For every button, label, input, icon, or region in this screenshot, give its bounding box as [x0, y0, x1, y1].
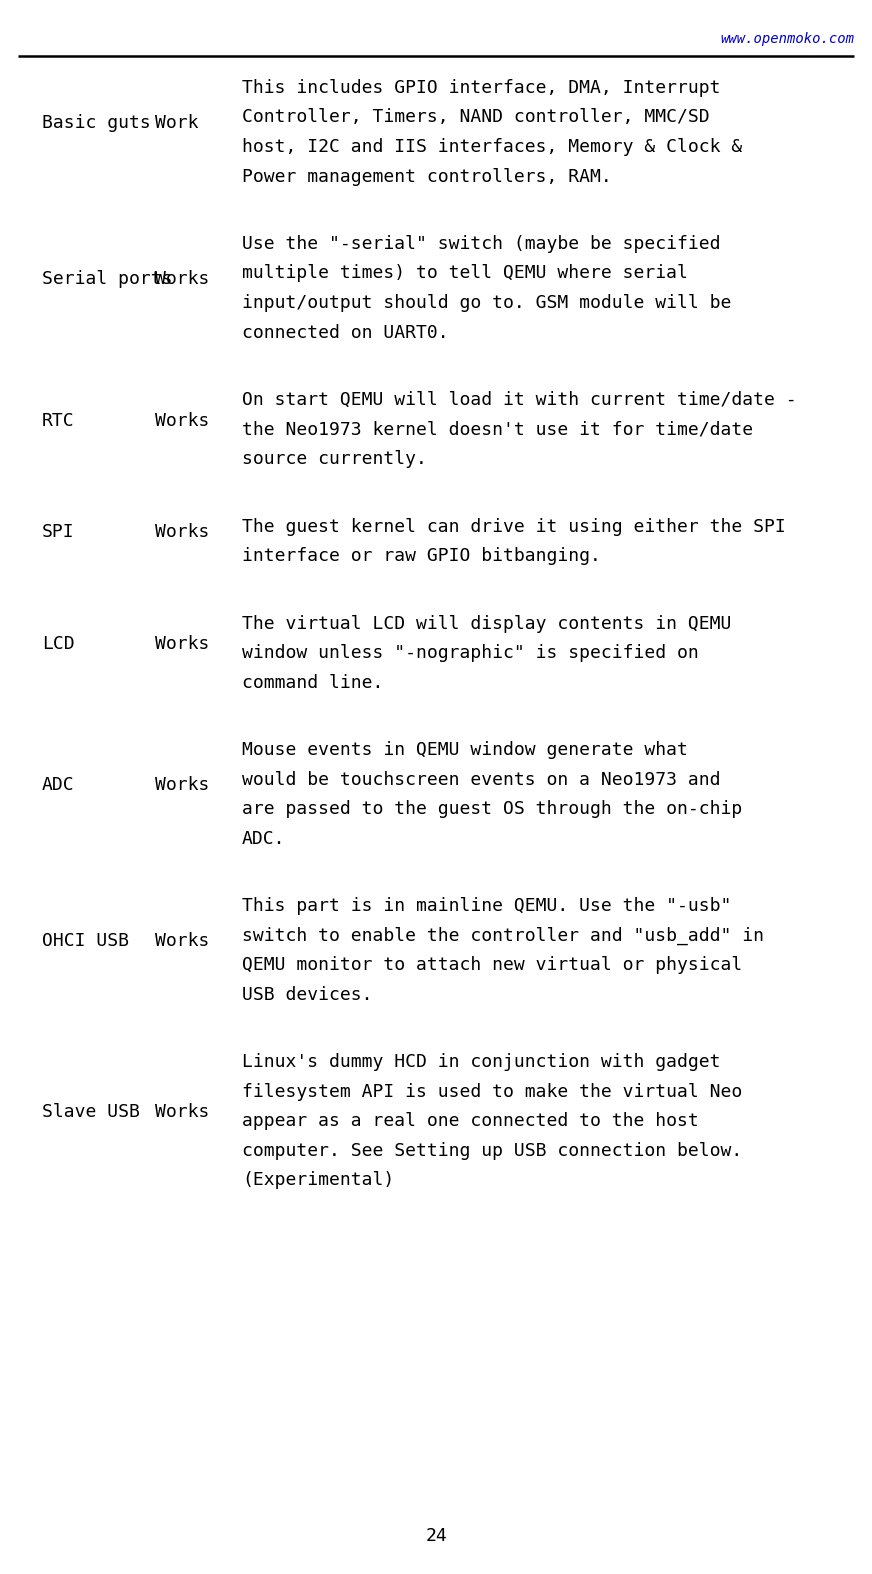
Text: Use the "-serial" switch (maybe be specified: Use the "-serial" switch (maybe be speci… [242, 235, 720, 253]
Text: This part is in mainline QEMU. Use the "-usb": This part is in mainline QEMU. Use the "… [242, 897, 732, 914]
Text: input/output should go to. GSM module will be: input/output should go to. GSM module wi… [242, 294, 732, 312]
Text: OHCI USB: OHCI USB [42, 932, 129, 951]
Text: RTC: RTC [42, 411, 75, 430]
Text: Works: Works [155, 411, 209, 430]
Text: Controller, Timers, NAND controller, MMC/SD: Controller, Timers, NAND controller, MMC… [242, 109, 710, 126]
Text: Linux's dummy HCD in conjunction with gadget: Linux's dummy HCD in conjunction with ga… [242, 1053, 720, 1070]
Text: host, I2C and IIS interfaces, Memory & Clock &: host, I2C and IIS interfaces, Memory & C… [242, 139, 742, 156]
Text: are passed to the guest OS through the on-chip: are passed to the guest OS through the o… [242, 800, 742, 818]
Text: command line.: command line. [242, 674, 384, 691]
Text: LCD: LCD [42, 634, 75, 653]
Text: www.openmoko.com: www.openmoko.com [720, 31, 854, 46]
Text: computer. See Setting up USB connection below.: computer. See Setting up USB connection … [242, 1141, 742, 1160]
Text: (Experimental): (Experimental) [242, 1171, 394, 1188]
Text: Slave USB: Slave USB [42, 1103, 140, 1121]
Text: Works: Works [155, 776, 209, 795]
Text: Works: Works [155, 1103, 209, 1121]
Text: interface or raw GPIO bitbanging.: interface or raw GPIO bitbanging. [242, 548, 601, 565]
Text: On start QEMU will load it with current time/date -: On start QEMU will load it with current … [242, 390, 797, 409]
Text: The guest kernel can drive it using either the SPI: The guest kernel can drive it using eith… [242, 518, 786, 535]
Text: ADC: ADC [42, 776, 75, 795]
Text: would be touchscreen events on a Neo1973 and: would be touchscreen events on a Neo1973… [242, 771, 720, 789]
Text: Works: Works [155, 932, 209, 951]
Text: Works: Works [155, 523, 209, 541]
Text: source currently.: source currently. [242, 450, 427, 467]
Text: QEMU monitor to attach new virtual or physical: QEMU monitor to attach new virtual or ph… [242, 955, 742, 974]
Text: SPI: SPI [42, 523, 75, 541]
Text: Basic guts: Basic guts [42, 115, 151, 132]
Text: Work: Work [155, 115, 199, 132]
Text: appear as a real one connected to the host: appear as a real one connected to the ho… [242, 1111, 698, 1130]
Text: window unless "-nographic" is specified on: window unless "-nographic" is specified … [242, 644, 698, 663]
Text: Power management controllers, RAM.: Power management controllers, RAM. [242, 167, 612, 186]
Text: The virtual LCD will display contents in QEMU: The virtual LCD will display contents in… [242, 614, 732, 633]
Text: 24: 24 [426, 1527, 446, 1546]
Text: multiple times) to tell QEMU where serial: multiple times) to tell QEMU where seria… [242, 264, 688, 282]
Text: Works: Works [155, 634, 209, 653]
Text: ADC.: ADC. [242, 829, 285, 847]
Text: Works: Works [155, 271, 209, 288]
Text: switch to enable the controller and "usb_add" in: switch to enable the controller and "usb… [242, 927, 764, 944]
Text: filesystem API is used to make the virtual Neo: filesystem API is used to make the virtu… [242, 1083, 742, 1100]
Text: This includes GPIO interface, DMA, Interrupt: This includes GPIO interface, DMA, Inter… [242, 79, 720, 98]
Text: Mouse events in QEMU window generate what: Mouse events in QEMU window generate wha… [242, 741, 688, 759]
Text: the Neo1973 kernel doesn't use it for time/date: the Neo1973 kernel doesn't use it for ti… [242, 420, 753, 439]
Text: USB devices.: USB devices. [242, 985, 372, 1004]
Text: Serial ports: Serial ports [42, 271, 173, 288]
Text: connected on UART0.: connected on UART0. [242, 324, 448, 342]
